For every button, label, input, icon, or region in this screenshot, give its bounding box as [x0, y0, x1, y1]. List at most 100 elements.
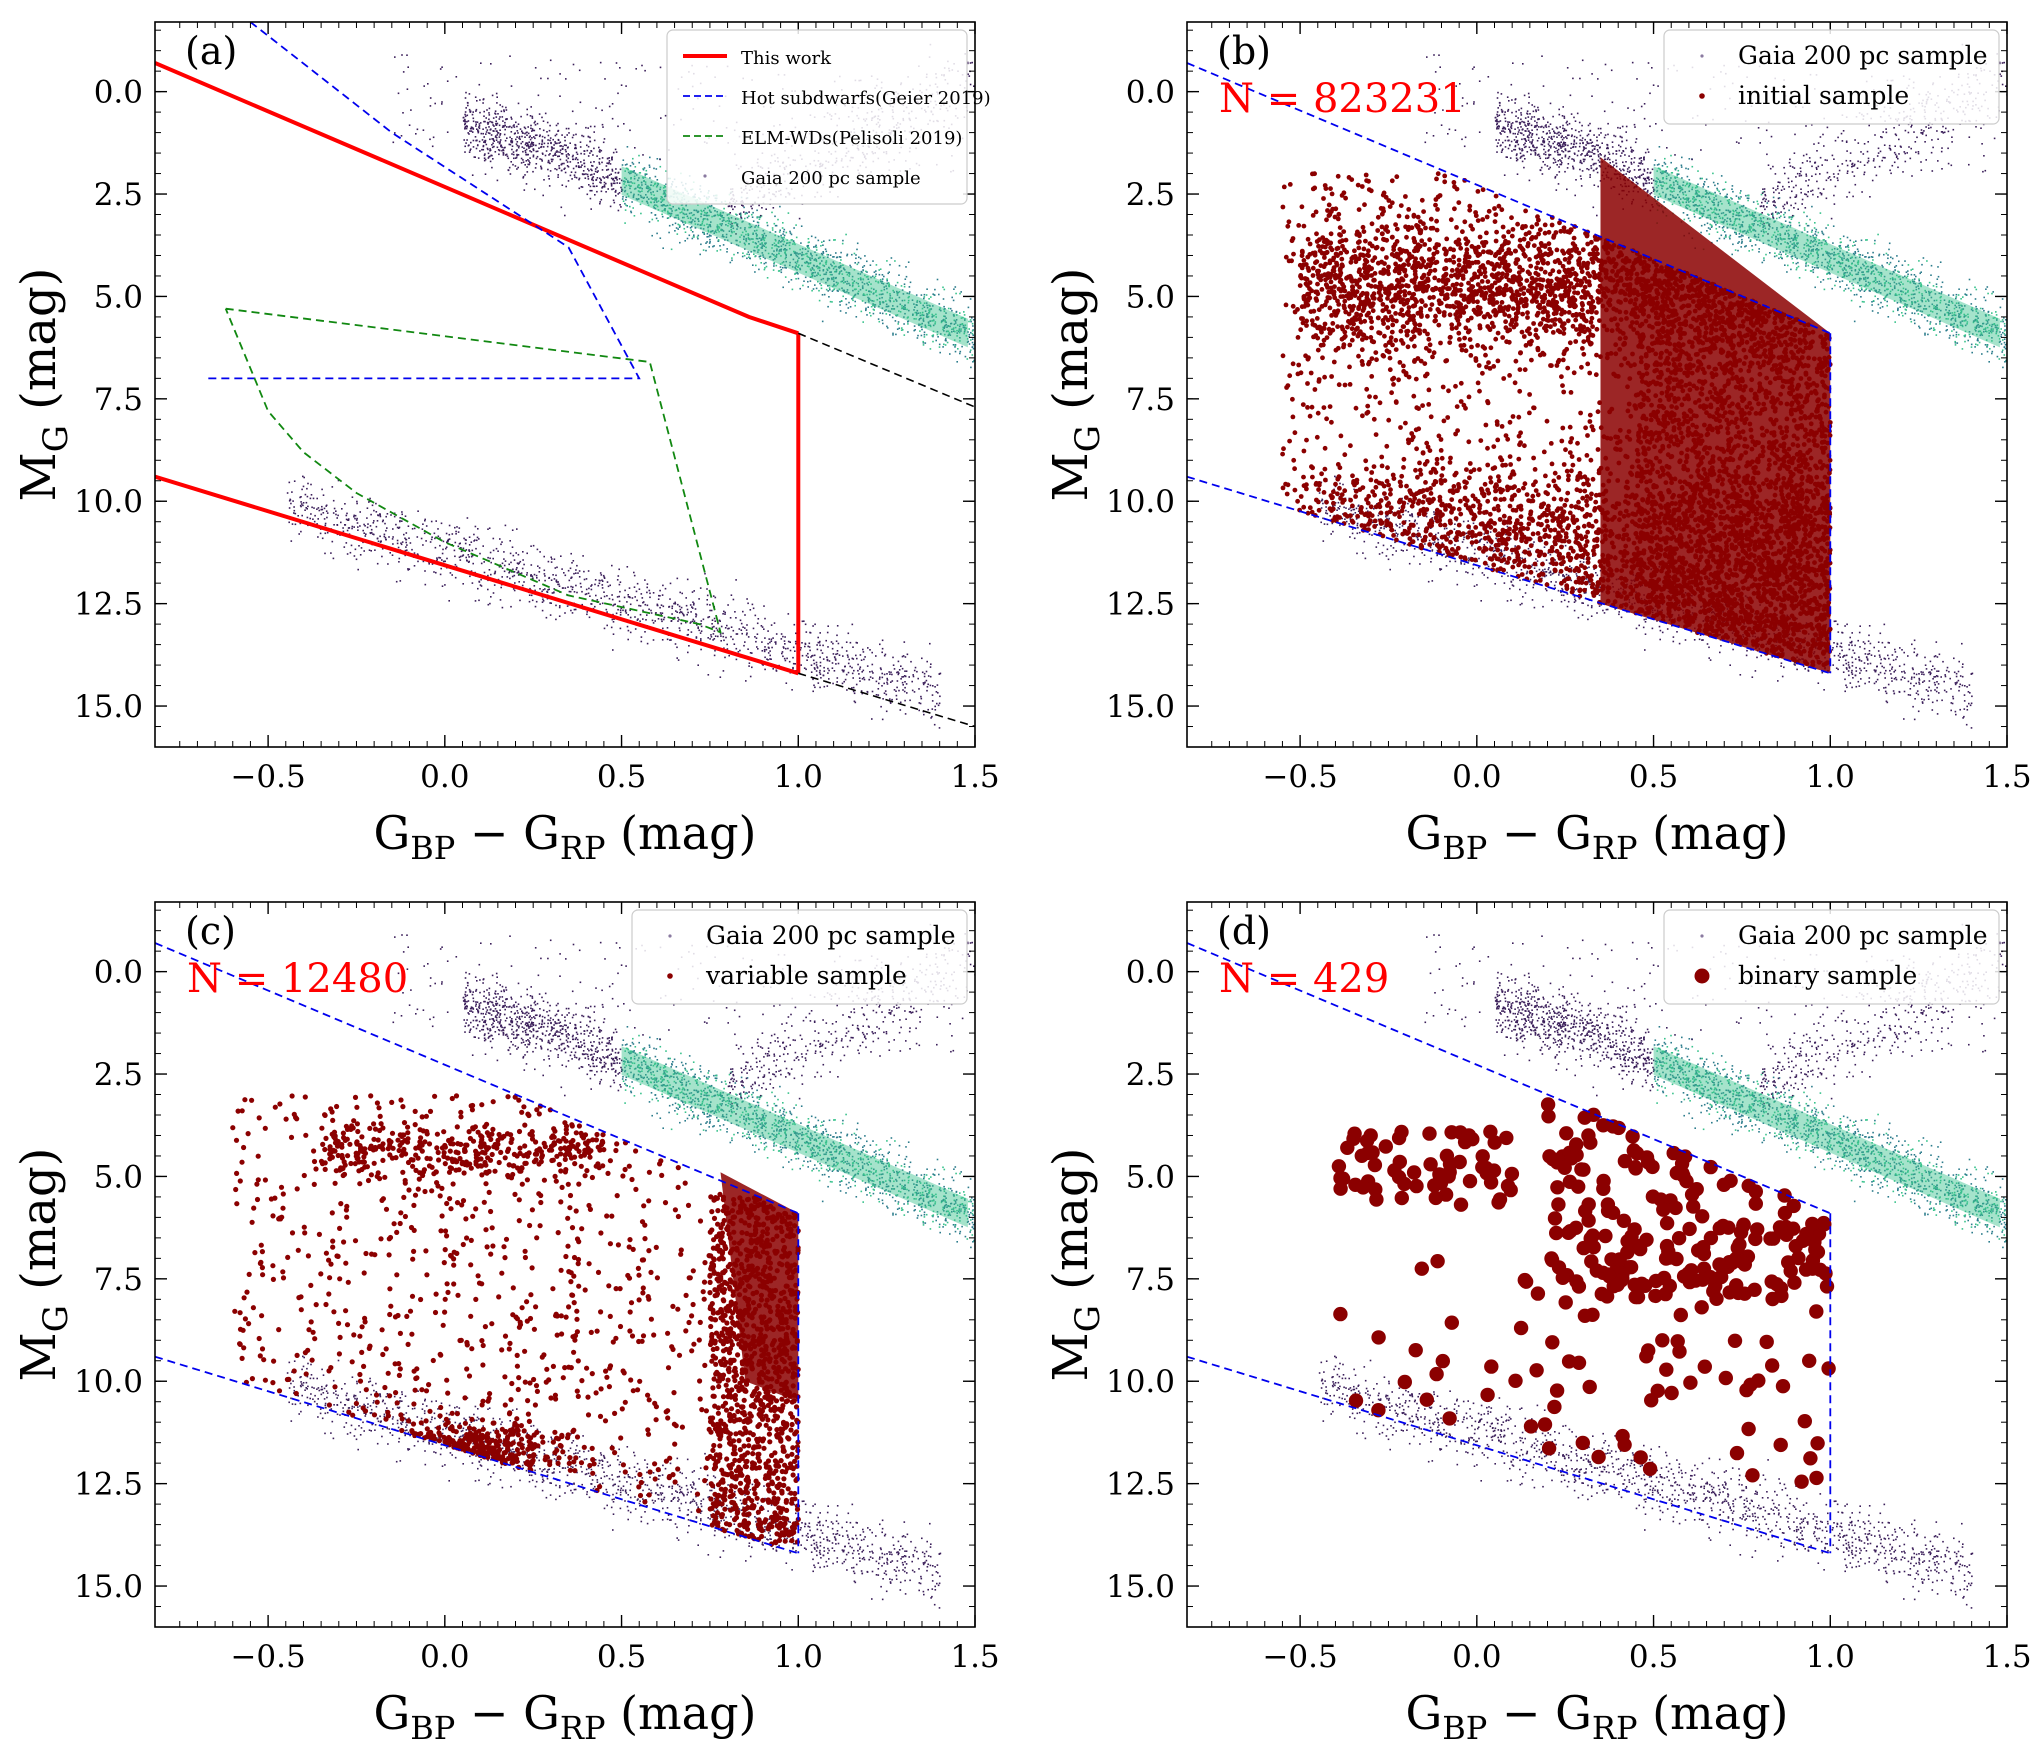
gaia-point [920, 294, 923, 296]
legend-label: ELM-WDs(Pelisoli 2019) [741, 128, 962, 149]
gaia-point [549, 162, 551, 165]
gaia-point [885, 309, 887, 311]
gaia-point [520, 115, 522, 118]
gaia-point [575, 147, 577, 150]
gaia-point [643, 167, 646, 169]
gaia-point [688, 221, 691, 223]
gaia-point [688, 645, 690, 647]
gaia-point [493, 140, 495, 142]
gaia-point [478, 140, 481, 143]
gaia-point [640, 212, 642, 215]
gaia-point [484, 120, 486, 123]
gaia-point [464, 113, 466, 116]
gaia-point [376, 537, 379, 540]
gaia-point [454, 526, 456, 529]
gaia-point [400, 543, 403, 546]
gaia-point [683, 209, 686, 211]
gaia-point [864, 274, 866, 277]
gaia-point [905, 670, 908, 672]
gaia-point [852, 297, 854, 299]
gaia-point [549, 137, 552, 139]
gaia-point [492, 537, 495, 540]
gaia-point [822, 256, 825, 259]
gaia-point [476, 139, 478, 142]
gaia-point [1594, 145, 1596, 148]
gaia-point [534, 120, 536, 123]
gaia-point [853, 252, 856, 255]
gaia-point [681, 220, 684, 223]
gaia-point [624, 164, 627, 166]
gaia-point [633, 175, 636, 178]
gaia-point [721, 216, 723, 219]
gaia-point [550, 561, 553, 563]
gaia-point [697, 211, 699, 213]
gaia-point [1557, 148, 1560, 151]
gaia-point [706, 214, 709, 217]
gaia-point [439, 573, 442, 576]
gaia-point [833, 288, 836, 290]
gaia-point [902, 293, 905, 295]
gaia-point [895, 314, 897, 317]
gaia-point [851, 623, 854, 626]
gaia-point [623, 183, 625, 185]
gaia-point [939, 695, 941, 698]
gaia-point [813, 684, 815, 687]
gaia-point [675, 227, 678, 229]
gaia-point [379, 513, 381, 515]
gaia-point [795, 236, 798, 239]
gaia-point [291, 523, 294, 525]
gaia-point [819, 661, 822, 664]
gaia-point [832, 261, 835, 263]
gaia-point [695, 615, 697, 618]
gaia-point [293, 512, 295, 514]
gaia-point [819, 656, 821, 659]
gaia-point [830, 641, 833, 643]
gaia-point [559, 95, 561, 97]
gaia-point [522, 559, 524, 561]
gaia-point [953, 319, 956, 322]
gaia-point [913, 669, 916, 672]
gaia-point [1758, 239, 1761, 242]
gaia-point [477, 587, 479, 590]
gaia-point [971, 332, 974, 335]
gaia-point [677, 616, 679, 619]
gaia-point [856, 657, 858, 660]
gaia-point [763, 650, 766, 653]
gaia-point [969, 298, 972, 300]
gaia-point [288, 481, 291, 484]
gaia-point [483, 571, 486, 574]
gaia-point [831, 301, 833, 303]
gaia-point [557, 130, 559, 132]
gaia-point [918, 318, 921, 320]
gaia-point [687, 611, 689, 614]
gaia-point [582, 135, 585, 138]
gaia-point [2003, 317, 2005, 319]
gaia-point [528, 141, 530, 143]
gaia-point [521, 146, 524, 148]
gaia-point [464, 111, 467, 113]
gaia-point [629, 170, 632, 173]
gaia-point [723, 610, 725, 613]
gaia-point [661, 205, 664, 207]
gaia-point [370, 528, 373, 531]
gaia-point [403, 533, 405, 536]
gaia-point [885, 693, 888, 696]
gaia-point [881, 647, 884, 650]
gaia-point [500, 145, 502, 148]
gaia-point [968, 335, 970, 338]
gaia-point [822, 264, 824, 267]
gaia-point [626, 625, 629, 628]
gaia-point [645, 200, 648, 203]
gaia-point [848, 272, 851, 274]
gaia-point [740, 629, 743, 631]
gaia-point [955, 292, 957, 295]
gaia-point [617, 608, 619, 611]
gaia-point [1662, 191, 1664, 194]
gaia-point [454, 576, 457, 579]
gaia-point [778, 239, 780, 242]
gaia-point [502, 120, 504, 122]
gaia-point [724, 613, 726, 615]
gaia-point [798, 264, 800, 266]
gaia-point [630, 191, 632, 194]
gaia-point [822, 277, 825, 280]
